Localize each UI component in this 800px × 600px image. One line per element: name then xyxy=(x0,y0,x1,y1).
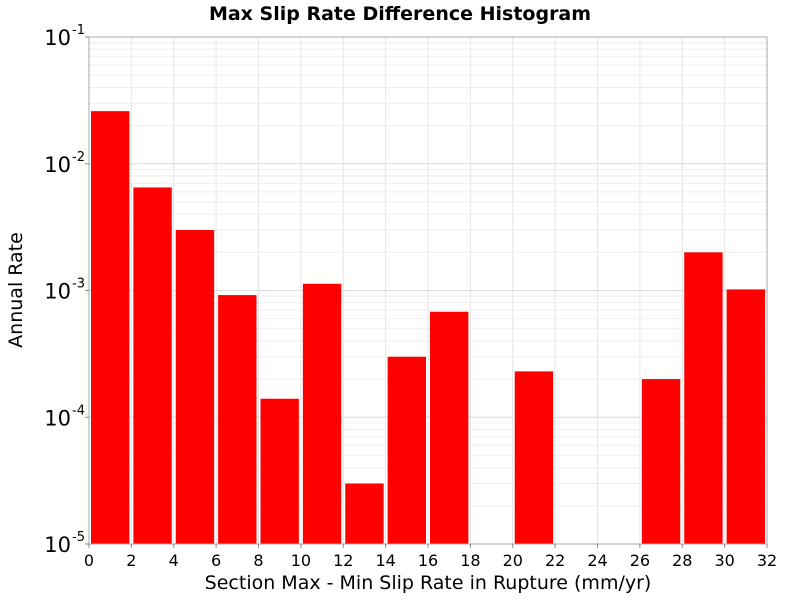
y-tick-exponent: -4 xyxy=(72,403,85,418)
bar xyxy=(430,311,469,544)
bar xyxy=(302,283,342,544)
y-tick-exponent: -1 xyxy=(72,23,85,38)
bar xyxy=(218,295,257,544)
y-axis-label: Annual Rate xyxy=(5,232,27,348)
bar xyxy=(726,289,765,544)
y-axis: 10-510-410-310-210-1 xyxy=(44,23,89,557)
y-tick-exponent: -3 xyxy=(72,277,85,292)
x-tick-label: 4 xyxy=(169,551,179,570)
bar xyxy=(91,111,130,544)
x-tick-label: 16 xyxy=(418,551,438,570)
x-tick-label: 22 xyxy=(545,551,565,570)
bar xyxy=(345,483,384,544)
x-tick-label: 26 xyxy=(630,551,650,570)
x-axis: 0 2 4 6 8 10 12 14 16 18 20 22 24 26 28 30 32 xyxy=(84,544,777,570)
bar xyxy=(514,371,554,544)
y-tick-label: 10 xyxy=(44,533,71,557)
x-tick-label: 28 xyxy=(672,551,692,570)
x-tick-label: 30 xyxy=(714,551,734,570)
x-tick-label: 32 xyxy=(757,551,777,570)
x-tick-label: 6 xyxy=(211,551,221,570)
bar xyxy=(387,356,426,544)
y-tick-label: 10 xyxy=(44,406,71,430)
x-tick-label: 20 xyxy=(503,551,523,570)
bar xyxy=(641,379,681,544)
bar xyxy=(260,398,299,544)
y-tick-label: 10 xyxy=(44,280,71,304)
y-tick-label: 10 xyxy=(44,153,71,177)
x-tick-label: 12 xyxy=(333,551,353,570)
bars xyxy=(91,111,765,544)
x-tick-label: 10 xyxy=(291,551,311,570)
bar xyxy=(175,230,215,544)
bar xyxy=(684,252,723,544)
bar xyxy=(133,187,172,544)
x-tick-label: 0 xyxy=(84,551,94,570)
y-tick-exponent: -5 xyxy=(72,530,85,545)
y-tick-label: 10 xyxy=(44,26,71,50)
x-tick-label: 24 xyxy=(587,551,607,570)
x-tick-label: 8 xyxy=(253,551,263,570)
y-tick-exponent: -2 xyxy=(72,150,85,165)
x-tick-label: 2 xyxy=(126,551,136,570)
x-tick-label: 18 xyxy=(460,551,480,570)
x-tick-label: 14 xyxy=(375,551,395,570)
chart-title: Max Slip Rate Difference Histogram xyxy=(209,3,591,25)
x-axis-label: Section Max - Min Slip Rate in Rupture (… xyxy=(205,572,652,594)
